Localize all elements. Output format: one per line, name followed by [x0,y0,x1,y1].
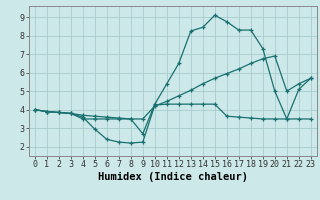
X-axis label: Humidex (Indice chaleur): Humidex (Indice chaleur) [98,172,248,182]
